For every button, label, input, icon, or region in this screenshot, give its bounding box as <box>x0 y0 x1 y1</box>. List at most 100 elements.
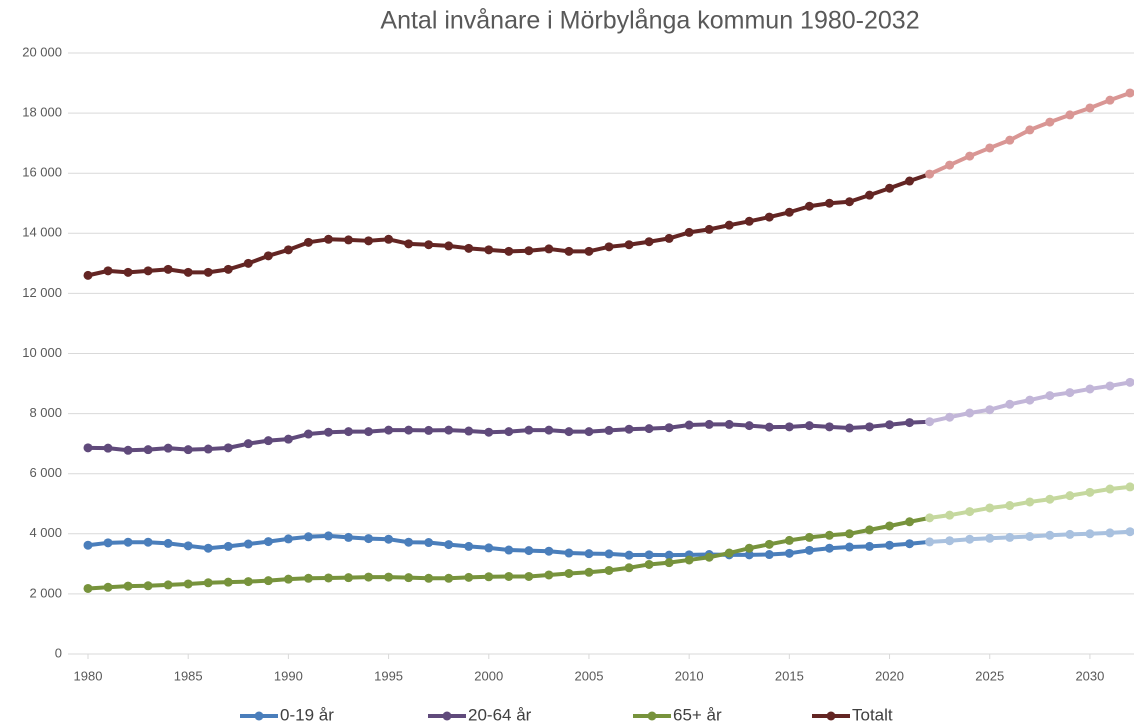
point <box>844 529 854 539</box>
point <box>223 541 233 551</box>
point <box>384 534 394 544</box>
point <box>704 224 714 234</box>
point <box>824 530 834 540</box>
point <box>624 550 634 560</box>
point <box>123 445 133 455</box>
point <box>925 417 935 427</box>
point <box>584 246 594 256</box>
point <box>163 538 173 548</box>
point <box>1085 103 1095 113</box>
point <box>1125 527 1134 537</box>
point <box>103 443 113 453</box>
point <box>504 427 514 437</box>
point <box>424 573 434 583</box>
point <box>684 555 694 565</box>
point <box>103 582 113 592</box>
y-tick-label: 8 000 <box>29 405 62 420</box>
point <box>303 573 313 583</box>
point <box>344 427 353 437</box>
point <box>965 507 975 517</box>
point <box>704 552 714 562</box>
y-tick-label: 10 000 <box>22 345 62 360</box>
point <box>1025 125 1035 135</box>
point <box>885 540 895 550</box>
y-tick-label: 2 000 <box>29 585 62 600</box>
point <box>564 246 574 256</box>
point <box>364 572 374 582</box>
x-tick-label: 2005 <box>575 668 604 683</box>
point <box>83 270 93 280</box>
point <box>604 242 614 252</box>
point <box>1065 110 1075 120</box>
point <box>183 445 193 455</box>
y-tick-label: 16 000 <box>22 165 62 180</box>
point <box>1125 482 1134 492</box>
point <box>644 550 654 560</box>
point <box>323 234 333 244</box>
point <box>945 510 955 520</box>
point <box>544 425 554 435</box>
point <box>283 574 293 584</box>
point <box>103 538 113 548</box>
point <box>865 541 874 551</box>
legend-label: 20-64 år <box>468 705 532 724</box>
point <box>524 571 534 581</box>
legend-marker <box>254 711 264 721</box>
point <box>444 540 454 550</box>
point <box>83 583 93 593</box>
point <box>263 436 273 446</box>
legend-label: 65+ år <box>673 705 722 724</box>
point <box>1045 494 1055 504</box>
point <box>484 572 494 582</box>
point <box>464 243 474 253</box>
y-tick-label: 18 000 <box>22 105 62 120</box>
point <box>143 581 153 591</box>
point <box>764 212 774 222</box>
y-tick-label: 6 000 <box>29 465 62 480</box>
point <box>1105 528 1115 538</box>
x-tick-label: 1990 <box>274 668 303 683</box>
point <box>404 573 414 583</box>
point <box>263 576 273 586</box>
x-tick-label: 2010 <box>675 668 704 683</box>
point <box>624 563 634 573</box>
point <box>243 258 253 268</box>
point <box>724 548 734 558</box>
point <box>1065 388 1075 398</box>
point <box>1125 88 1134 98</box>
x-tick-label: 2030 <box>1075 668 1104 683</box>
point <box>283 534 293 544</box>
point <box>1045 117 1055 127</box>
point <box>384 572 394 582</box>
point <box>624 240 634 250</box>
point <box>784 535 794 545</box>
x-tick-label: 2020 <box>875 668 904 683</box>
point <box>644 559 654 569</box>
point <box>484 543 494 553</box>
point <box>784 548 794 558</box>
point <box>283 245 293 255</box>
point <box>704 419 714 429</box>
point <box>203 267 213 277</box>
point <box>1065 491 1075 501</box>
point <box>985 405 995 415</box>
point <box>604 425 614 435</box>
point <box>424 538 434 548</box>
point <box>83 443 93 453</box>
point <box>103 266 113 276</box>
point <box>544 244 554 254</box>
point <box>804 421 814 431</box>
point <box>784 207 794 217</box>
legend-label: Totalt <box>852 705 893 724</box>
point <box>764 539 774 549</box>
point <box>684 420 694 430</box>
legend-marker <box>826 711 836 721</box>
point <box>684 227 694 237</box>
point <box>323 573 333 583</box>
point <box>524 546 534 556</box>
point <box>744 421 754 431</box>
point <box>183 267 193 277</box>
point <box>444 241 454 251</box>
point <box>764 550 774 560</box>
point <box>484 245 494 255</box>
